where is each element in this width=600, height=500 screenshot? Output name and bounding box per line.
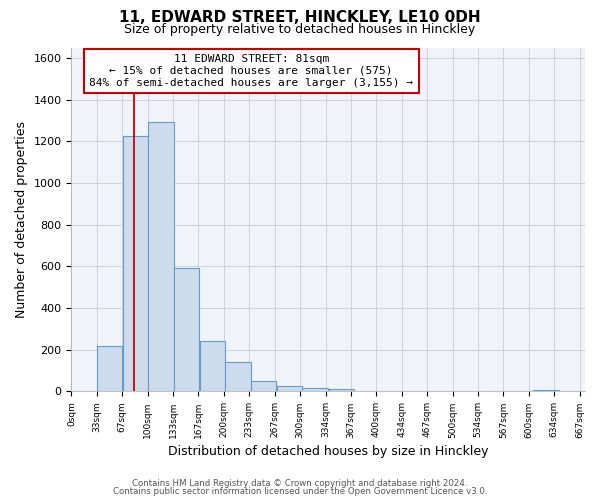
- Bar: [148, 122, 174, 392]
- Bar: [97, 346, 122, 392]
- Text: Contains public sector information licensed under the Open Government Licence v3: Contains public sector information licen…: [113, 487, 487, 496]
- Text: 11 EDWARD STREET: 81sqm
← 15% of detached houses are smaller (575)
84% of semi-d: 11 EDWARD STREET: 81sqm ← 15% of detache…: [89, 54, 413, 88]
- Text: Contains HM Land Registry data © Crown copyright and database right 2024.: Contains HM Land Registry data © Crown c…: [132, 478, 468, 488]
- Y-axis label: Number of detached properties: Number of detached properties: [15, 121, 28, 318]
- Bar: [533, 390, 559, 392]
- Text: Size of property relative to detached houses in Hinckley: Size of property relative to detached ho…: [124, 22, 476, 36]
- Bar: [123, 136, 148, 392]
- Bar: [329, 390, 354, 392]
- Bar: [174, 268, 199, 392]
- Bar: [302, 388, 328, 392]
- Bar: [277, 386, 302, 392]
- Bar: [200, 342, 226, 392]
- X-axis label: Distribution of detached houses by size in Hinckley: Distribution of detached houses by size …: [168, 444, 488, 458]
- Bar: [226, 362, 251, 392]
- Bar: [251, 381, 276, 392]
- Text: 11, EDWARD STREET, HINCKLEY, LE10 0DH: 11, EDWARD STREET, HINCKLEY, LE10 0DH: [119, 10, 481, 25]
